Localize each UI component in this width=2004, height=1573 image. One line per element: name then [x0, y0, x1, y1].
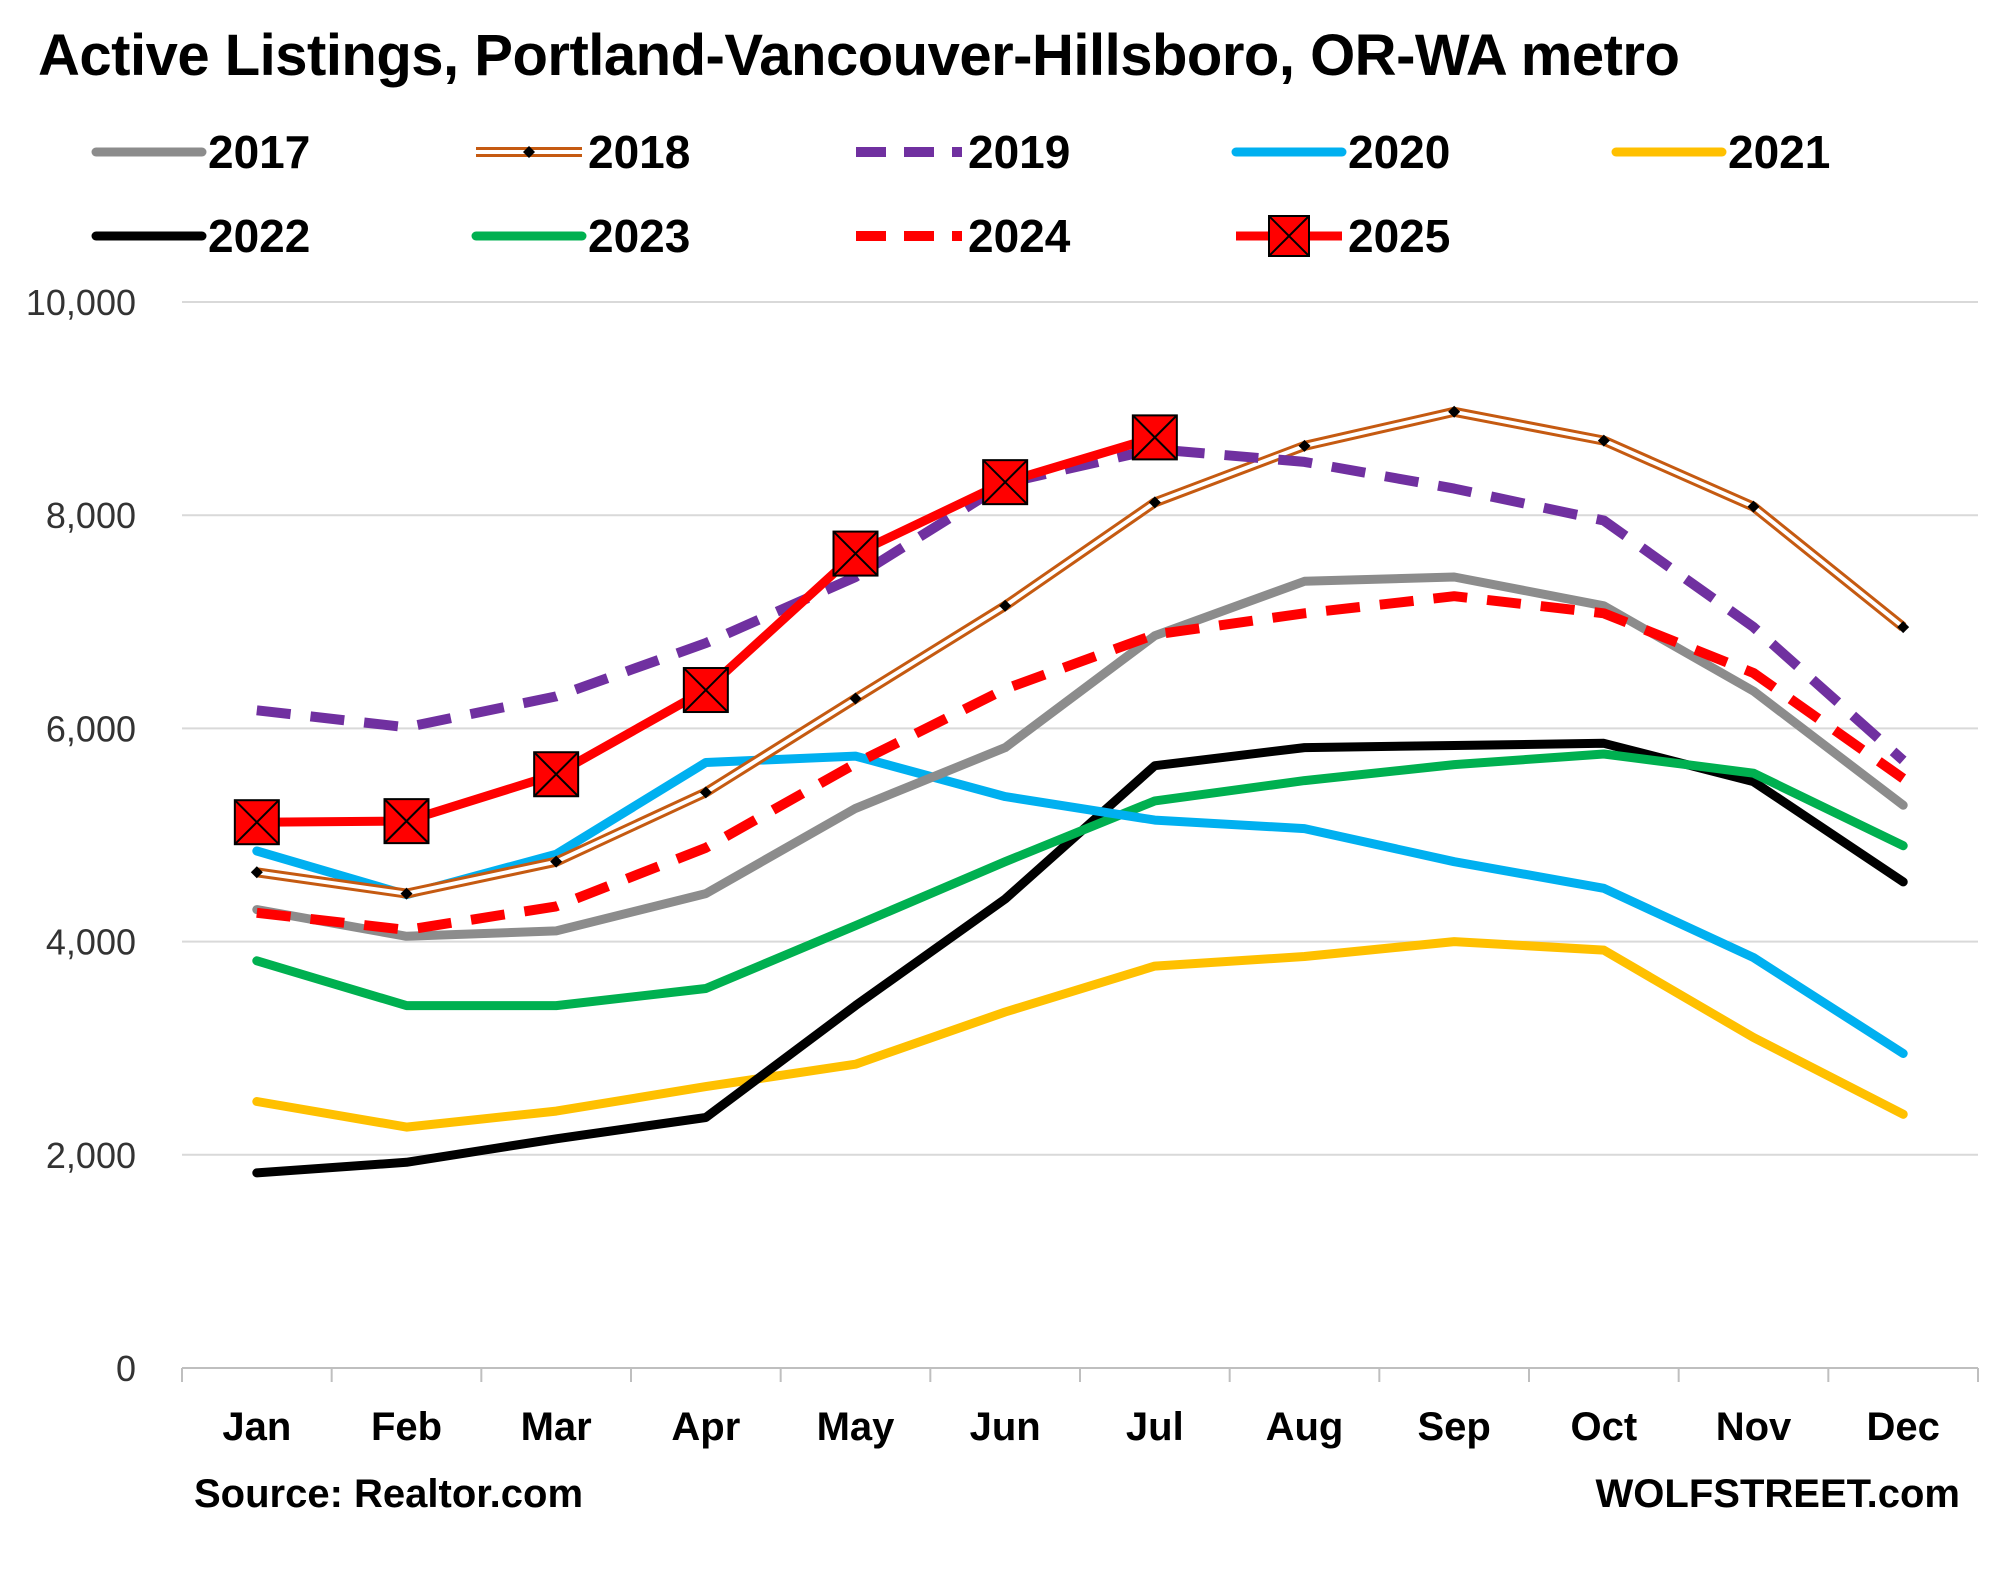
- legend-label: 2021: [1728, 126, 1830, 178]
- legend-item-2025: 2025: [1236, 210, 1450, 262]
- data-point: [849, 692, 862, 705]
- legend-item-2022: 2022: [91, 210, 310, 262]
- series-2023: [252, 749, 1908, 1011]
- series-2018: [250, 405, 1910, 900]
- gridlines: [182, 301, 1978, 1156]
- data-point: [533, 751, 580, 798]
- x-tick-label: May: [817, 1405, 896, 1449]
- series-2021: [252, 937, 1908, 1132]
- data-point: [982, 459, 1029, 506]
- series-lines: [233, 405, 1910, 1178]
- x-tick-label: Dec: [1866, 1405, 1939, 1449]
- series-line-2019: [256, 444, 1907, 765]
- data-point: [383, 798, 430, 845]
- data-point: [1298, 439, 1311, 452]
- data-point: [1897, 621, 1910, 634]
- x-tick-label: Nov: [1716, 1405, 1792, 1449]
- legend-item-2018: 2018: [476, 126, 690, 178]
- series-2025: [233, 414, 1178, 846]
- legend-label: 2020: [1348, 126, 1450, 178]
- series-line-2018: [256, 406, 1907, 899]
- legend-item-2023: 2023: [471, 210, 690, 262]
- legend-item-2024: 2024: [856, 210, 1071, 262]
- data-point: [699, 786, 712, 799]
- x-tick-label: Mar: [521, 1405, 592, 1449]
- legend-label: 2019: [968, 126, 1070, 178]
- series-2024: [256, 591, 1907, 935]
- y-tick-label: 4,000: [46, 922, 136, 963]
- legend-label: 2017: [208, 126, 310, 178]
- data-point: [832, 530, 879, 577]
- legend-label: 2023: [588, 210, 690, 262]
- series-line-2024: [256, 591, 1907, 935]
- series-line-2021: [252, 937, 1908, 1132]
- data-point: [233, 799, 280, 846]
- y-tick-label: 6,000: [46, 708, 136, 749]
- legend-item-2019: 2019: [856, 126, 1070, 178]
- x-tick-label: Jun: [970, 1405, 1041, 1449]
- series-line-inner-2018: [256, 409, 1905, 896]
- data-point: [1131, 414, 1178, 461]
- x-tick-label: Feb: [371, 1405, 442, 1449]
- data-point: [682, 667, 729, 714]
- chart-title: Active Listings, Portland-Vancouver-Hill…: [38, 23, 1680, 88]
- legend-label: 2025: [1348, 210, 1450, 262]
- series-2019: [256, 444, 1907, 765]
- series-2020: [252, 751, 1908, 1058]
- legend-item-2017: 2017: [91, 126, 310, 178]
- y-tick-label: 2,000: [46, 1135, 136, 1176]
- source-note: Source: Realtor.com: [194, 1472, 584, 1516]
- legend-label: 2024: [968, 210, 1071, 262]
- legend-label: 2018: [588, 126, 690, 178]
- brand-note: WOLFSTREET.com: [1595, 1472, 1960, 1516]
- x-tick-label: Jul: [1126, 1405, 1184, 1449]
- data-point: [1747, 500, 1760, 513]
- data-point: [550, 855, 563, 868]
- series-line-2023: [252, 749, 1908, 1011]
- legend-label: 2022: [208, 210, 310, 262]
- legend: 2017 2018 2019 2020 2021 2022 2023 2024 2025: [91, 126, 1830, 262]
- x-tick-label: Jan: [222, 1405, 291, 1449]
- series-line-2017: [252, 572, 1908, 941]
- data-point: [400, 887, 413, 900]
- x-tick-label: Sep: [1417, 1405, 1490, 1449]
- legend-item-2021: 2021: [1611, 126, 1830, 178]
- series-2017: [252, 572, 1908, 941]
- data-point: [1448, 405, 1461, 418]
- data-point: [1148, 496, 1161, 509]
- x-tick-label: Oct: [1570, 1405, 1637, 1449]
- x-tick-label: Aug: [1266, 1405, 1344, 1449]
- series-line-2020: [252, 751, 1908, 1058]
- x-tick-label: Apr: [671, 1405, 740, 1449]
- y-tick-label: 10,000: [26, 282, 136, 323]
- data-point: [1597, 434, 1610, 447]
- data-point: [999, 599, 1012, 612]
- y-tick-label: 0: [116, 1348, 136, 1389]
- legend-item-2020: 2020: [1231, 126, 1450, 178]
- axes: 0 2,000 4,000 6,000 8,000 10,000 Jan Feb Mar Apr M…: [26, 282, 1979, 1449]
- data-point: [250, 866, 263, 879]
- y-tick-label: 8,000: [46, 495, 136, 536]
